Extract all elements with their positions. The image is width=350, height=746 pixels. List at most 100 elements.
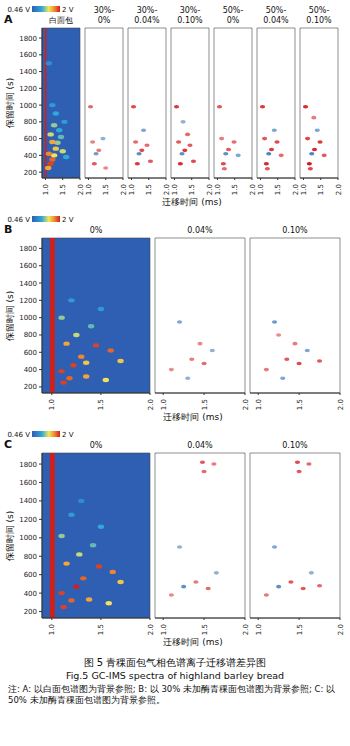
svg-text:1.5: 1.5 bbox=[317, 184, 325, 195]
svg-text:2.0: 2.0 bbox=[337, 399, 345, 410]
svg-text:2 V: 2 V bbox=[62, 6, 74, 14]
svg-text:1.0: 1.0 bbox=[128, 184, 136, 195]
svg-text:1.5: 1.5 bbox=[296, 399, 304, 410]
html-text:50%-: 50%- bbox=[222, 6, 244, 15]
svg-text:400: 400 bbox=[24, 590, 37, 598]
html-text:50%-: 50%- bbox=[308, 6, 330, 15]
svg-text:600: 600 bbox=[24, 135, 37, 143]
html-text:0%: 0% bbox=[97, 16, 111, 25]
svg-text:600: 600 bbox=[24, 349, 37, 357]
svg-text:2.0: 2.0 bbox=[163, 184, 171, 195]
html-text:A: A bbox=[4, 13, 13, 26]
html-text:迁移时间 (ms): 迁移时间 (ms) bbox=[163, 412, 223, 422]
svg-text:0.46 V: 0.46 V bbox=[7, 431, 30, 439]
svg-text:1.0: 1.0 bbox=[160, 624, 168, 635]
svg-text:2.0: 2.0 bbox=[77, 184, 85, 195]
html-text:0.10%: 0.10% bbox=[177, 16, 203, 25]
html-text:0%: 0% bbox=[89, 226, 103, 235]
svg-text:2 V: 2 V bbox=[62, 431, 74, 439]
svg-text:1.5: 1.5 bbox=[97, 399, 105, 410]
svg-text:400: 400 bbox=[24, 152, 37, 160]
html-text:0.10%: 0.10% bbox=[282, 226, 308, 235]
html-text:保留时间 (s): 保留时间 (s) bbox=[5, 290, 15, 341]
html-text:保留时间 (s): 保留时间 (s) bbox=[5, 77, 15, 129]
svg-text:2.0: 2.0 bbox=[147, 399, 155, 410]
svg-text:200: 200 bbox=[24, 383, 37, 391]
svg-text:1.0: 1.0 bbox=[257, 184, 265, 195]
svg-text:1.0: 1.0 bbox=[160, 399, 168, 410]
svg-text:1000: 1000 bbox=[19, 534, 37, 542]
svg-text:800: 800 bbox=[24, 553, 37, 561]
svg-text:1000: 1000 bbox=[19, 102, 37, 110]
html-text:30%-: 30%- bbox=[179, 6, 201, 15]
svg-text:1600: 1600 bbox=[19, 262, 37, 270]
html-text:迁移时间 (ms): 迁移时间 (ms) bbox=[162, 197, 222, 207]
svg-text:1600: 1600 bbox=[19, 479, 37, 487]
svg-text:2.0: 2.0 bbox=[242, 624, 250, 635]
svg-text:1.5: 1.5 bbox=[296, 624, 304, 635]
svg-text:1000: 1000 bbox=[19, 314, 37, 322]
svg-text:1400: 1400 bbox=[19, 68, 37, 76]
svg-text:0.46 V: 0.46 V bbox=[7, 6, 30, 14]
svg-text:1.5: 1.5 bbox=[231, 184, 239, 195]
svg-text:200: 200 bbox=[24, 608, 37, 616]
svg-text:1400: 1400 bbox=[19, 497, 37, 505]
svg-text:200: 200 bbox=[24, 169, 37, 177]
svg-text:2.0: 2.0 bbox=[249, 184, 257, 195]
svg-text:2.0: 2.0 bbox=[206, 184, 214, 195]
html-text:0.04%: 0.04% bbox=[263, 16, 289, 25]
svg-text:2.0: 2.0 bbox=[120, 184, 128, 195]
html-text:注: A: 以白面包谱图为背景参照; B: 以 30% 未加: 注: A: 以白面包谱图为背景参照; B: 以 30% 未加酶青稞面包谱图为背景… bbox=[8, 684, 336, 705]
html-text:图 5 青稞面包气相色谱离子迁移谱差异图: 图 5 青稞面包气相色谱离子迁移谱差异图 bbox=[83, 657, 267, 668]
svg-text:1.0: 1.0 bbox=[42, 184, 50, 195]
svg-text:1.0: 1.0 bbox=[214, 184, 222, 195]
html-text:0.10%: 0.10% bbox=[306, 16, 332, 25]
svg-text:1.5: 1.5 bbox=[201, 399, 209, 410]
html-text:0.04%: 0.04% bbox=[134, 16, 160, 25]
html-text:保留时间 (s): 保留时间 (s) bbox=[5, 510, 15, 561]
svg-text:1.0: 1.0 bbox=[255, 399, 263, 410]
html-text:30%-: 30%- bbox=[136, 6, 158, 15]
svg-text:1800: 1800 bbox=[19, 245, 37, 253]
svg-text:600: 600 bbox=[24, 571, 37, 579]
svg-text:1.5: 1.5 bbox=[188, 184, 196, 195]
svg-text:1.5: 1.5 bbox=[97, 624, 105, 635]
svg-text:1.0: 1.0 bbox=[171, 184, 179, 195]
svg-text:1.5: 1.5 bbox=[102, 184, 110, 195]
svg-text:1.0: 1.0 bbox=[48, 624, 56, 635]
svg-text:2.0: 2.0 bbox=[242, 399, 250, 410]
html-text:C: C bbox=[4, 438, 13, 451]
svg-text:1200: 1200 bbox=[19, 85, 37, 93]
svg-text:1600: 1600 bbox=[19, 51, 37, 59]
svg-text:800: 800 bbox=[24, 331, 37, 339]
svg-text:1.0: 1.0 bbox=[255, 624, 263, 635]
svg-text:1800: 1800 bbox=[19, 461, 37, 469]
svg-text:0.46 V: 0.46 V bbox=[7, 216, 30, 224]
svg-text:2.0: 2.0 bbox=[292, 184, 300, 195]
html-text:白面包: 白面包 bbox=[49, 16, 73, 25]
html-text:B: B bbox=[4, 223, 13, 236]
svg-text:1400: 1400 bbox=[19, 280, 37, 288]
svg-text:1200: 1200 bbox=[19, 516, 37, 524]
html-text:50%-: 50%- bbox=[265, 6, 287, 15]
svg-text:1.5: 1.5 bbox=[274, 184, 282, 195]
html-text:30%-: 30%- bbox=[93, 6, 115, 15]
html-text:0%: 0% bbox=[226, 16, 240, 25]
svg-text:2.0: 2.0 bbox=[337, 624, 345, 635]
html-text:Fig.5 GC-IMS spectra of highla: Fig.5 GC-IMS spectra of highland barley … bbox=[65, 670, 285, 681]
svg-text:2 V: 2 V bbox=[62, 216, 74, 224]
svg-text:800: 800 bbox=[24, 118, 37, 126]
html-text:0.04%: 0.04% bbox=[187, 226, 213, 235]
svg-text:1.5: 1.5 bbox=[201, 624, 209, 635]
svg-text:1.0: 1.0 bbox=[85, 184, 93, 195]
svg-text:2.0: 2.0 bbox=[147, 624, 155, 635]
svg-text:1.5: 1.5 bbox=[59, 184, 67, 195]
svg-text:1200: 1200 bbox=[19, 297, 37, 305]
svg-text:1.0: 1.0 bbox=[300, 184, 308, 195]
svg-text:400: 400 bbox=[24, 366, 37, 374]
svg-text:1800: 1800 bbox=[19, 35, 37, 43]
svg-text:2.0: 2.0 bbox=[335, 184, 343, 195]
svg-text:1.5: 1.5 bbox=[145, 184, 153, 195]
html-text:迁移时间 (ms): 迁移时间 (ms) bbox=[163, 637, 223, 647]
svg-text:1.0: 1.0 bbox=[48, 399, 56, 410]
